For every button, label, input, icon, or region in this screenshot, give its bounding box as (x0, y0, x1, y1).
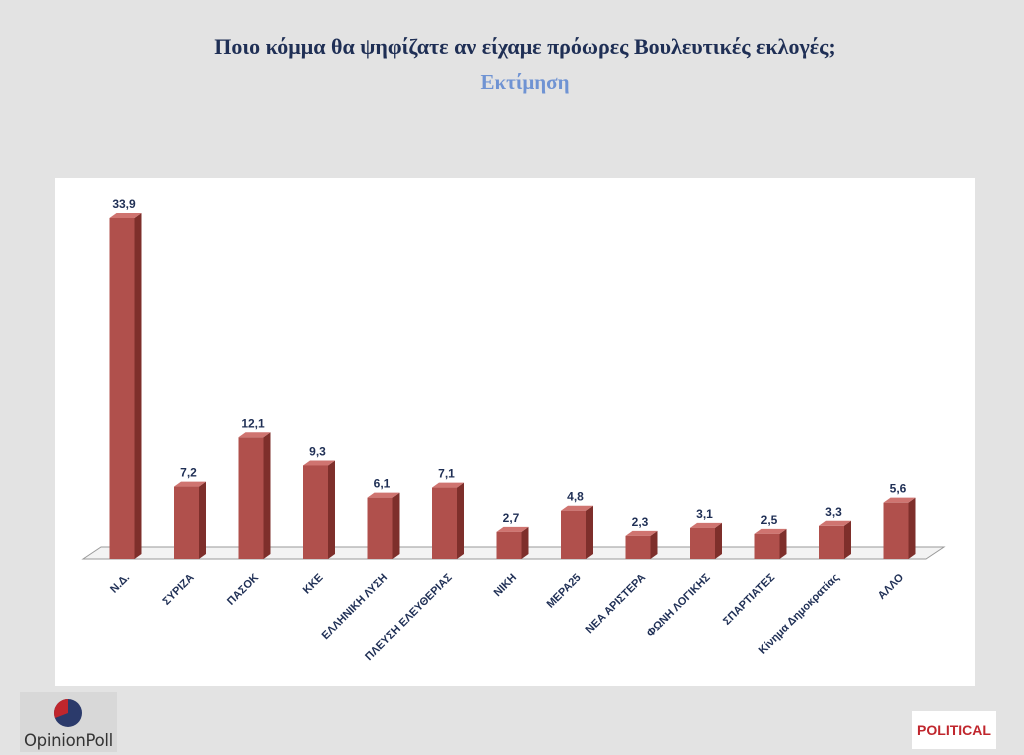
bar (303, 465, 328, 559)
bar-side (650, 530, 658, 559)
data-label: 7,1 (438, 467, 455, 481)
category-label: ΣΥΡΙΖΑ (161, 572, 197, 608)
data-label: 2,7 (503, 511, 520, 525)
data-label: 2,5 (761, 513, 778, 527)
data-label: 6,1 (374, 477, 391, 491)
opinionpoll-logo-mark-icon (54, 699, 82, 727)
bar-top (561, 505, 593, 511)
bar-side (328, 460, 335, 559)
bar-top (109, 213, 142, 218)
bar-group (625, 530, 658, 559)
category-label: Ν.Δ. (108, 572, 132, 596)
political-logo: POLITICAL (912, 711, 996, 749)
category-label: ΣΠΑΡΤΙΑΤΕΣ (721, 571, 777, 627)
bar-group (432, 482, 464, 559)
category-label: ΝΕΑ ΑΡΙΣΤΕΡΑ (584, 572, 649, 637)
data-label: 3,1 (696, 507, 713, 521)
bar-top (367, 492, 400, 498)
bar-chart: 33,9 Ν.Δ. 7,2 ΣΥΡΙΖΑ 12,1 ΠΑΣΟΚ 9,3 ΚΚΕ 6,1 ΕΛΛΗΝ… (81, 197, 946, 663)
bar (496, 531, 522, 559)
data-label: 33,9 (112, 197, 136, 211)
category-label: ΝΙΚΗ (492, 572, 520, 600)
bar-group (174, 481, 206, 559)
bar-side (521, 526, 529, 559)
bar-side (586, 505, 593, 559)
data-label: 4,8 (567, 490, 584, 504)
category-label: ΜΕΡΑ25 (545, 572, 584, 611)
data-label: 9,3 (309, 444, 326, 458)
bar-top (819, 520, 851, 526)
bar-top (238, 432, 271, 438)
bar-top (496, 526, 529, 532)
bar (819, 525, 844, 559)
bar-side (199, 481, 206, 559)
bar (174, 486, 199, 559)
bar (238, 437, 264, 559)
opinionpoll-logo-text: OpinionPoll (24, 731, 113, 750)
bar (754, 533, 780, 559)
bar-group (690, 522, 722, 559)
bar-side (263, 432, 271, 559)
bar (109, 218, 135, 559)
bar-side (908, 497, 916, 559)
bar-group (109, 213, 142, 559)
bar (690, 527, 715, 559)
bar (561, 510, 586, 559)
bar (625, 535, 651, 559)
chart-panel: 33,9 Ν.Δ. 7,2 ΣΥΡΙΖΑ 12,1 ΠΑΣΟΚ 9,3 ΚΚΕ 6,1 ΕΛΛΗΝ… (55, 178, 975, 686)
bar-group (238, 432, 271, 559)
bar-group (496, 526, 529, 559)
data-label: 3,3 (825, 505, 842, 519)
bar-side (134, 213, 142, 559)
bar-group (883, 497, 916, 559)
bar (432, 487, 457, 559)
opinionpoll-logo: OpinionPoll (20, 692, 117, 752)
category-label: ΑΛΛΟ (876, 571, 907, 602)
bar-top (174, 481, 206, 487)
bar-top (303, 460, 335, 466)
bar-top (754, 528, 787, 534)
bar (367, 497, 393, 559)
political-logo-text: POLITICAL (917, 722, 991, 738)
data-label: 2,3 (632, 515, 649, 529)
bar-top (625, 530, 658, 536)
category-label: ΚΚΕ (301, 572, 326, 597)
bar-side (457, 482, 464, 559)
bar-top (432, 482, 464, 488)
bar-side (715, 522, 722, 559)
bar-side (392, 492, 400, 559)
bar-group (819, 520, 851, 559)
data-label: 12,1 (241, 416, 265, 430)
bar-top (883, 497, 916, 503)
category-label: ΠΑΣΟΚ (225, 572, 261, 608)
category-label: ΦΩΝΗ ΛΟΓΙΚΗΣ (645, 571, 713, 639)
bar-group (561, 505, 593, 559)
chart-title: Ποιο κόμμα θα ψηφίζατε αν είχαμε πρόωρες… (214, 34, 836, 59)
category-label: ΕΛΛΗΝΙΚΗ ΛΥΣΗ (320, 572, 391, 643)
bar-group (754, 528, 787, 559)
bar-group (367, 492, 400, 559)
bar-group (303, 460, 335, 559)
bar-top (690, 522, 722, 528)
data-label: 7,2 (180, 466, 197, 480)
bar-side (779, 528, 787, 559)
chart-subtitle: Εκτίμηση (480, 70, 570, 94)
data-label: 5,6 (890, 482, 907, 496)
bar-side (844, 520, 851, 559)
bar (883, 502, 909, 559)
